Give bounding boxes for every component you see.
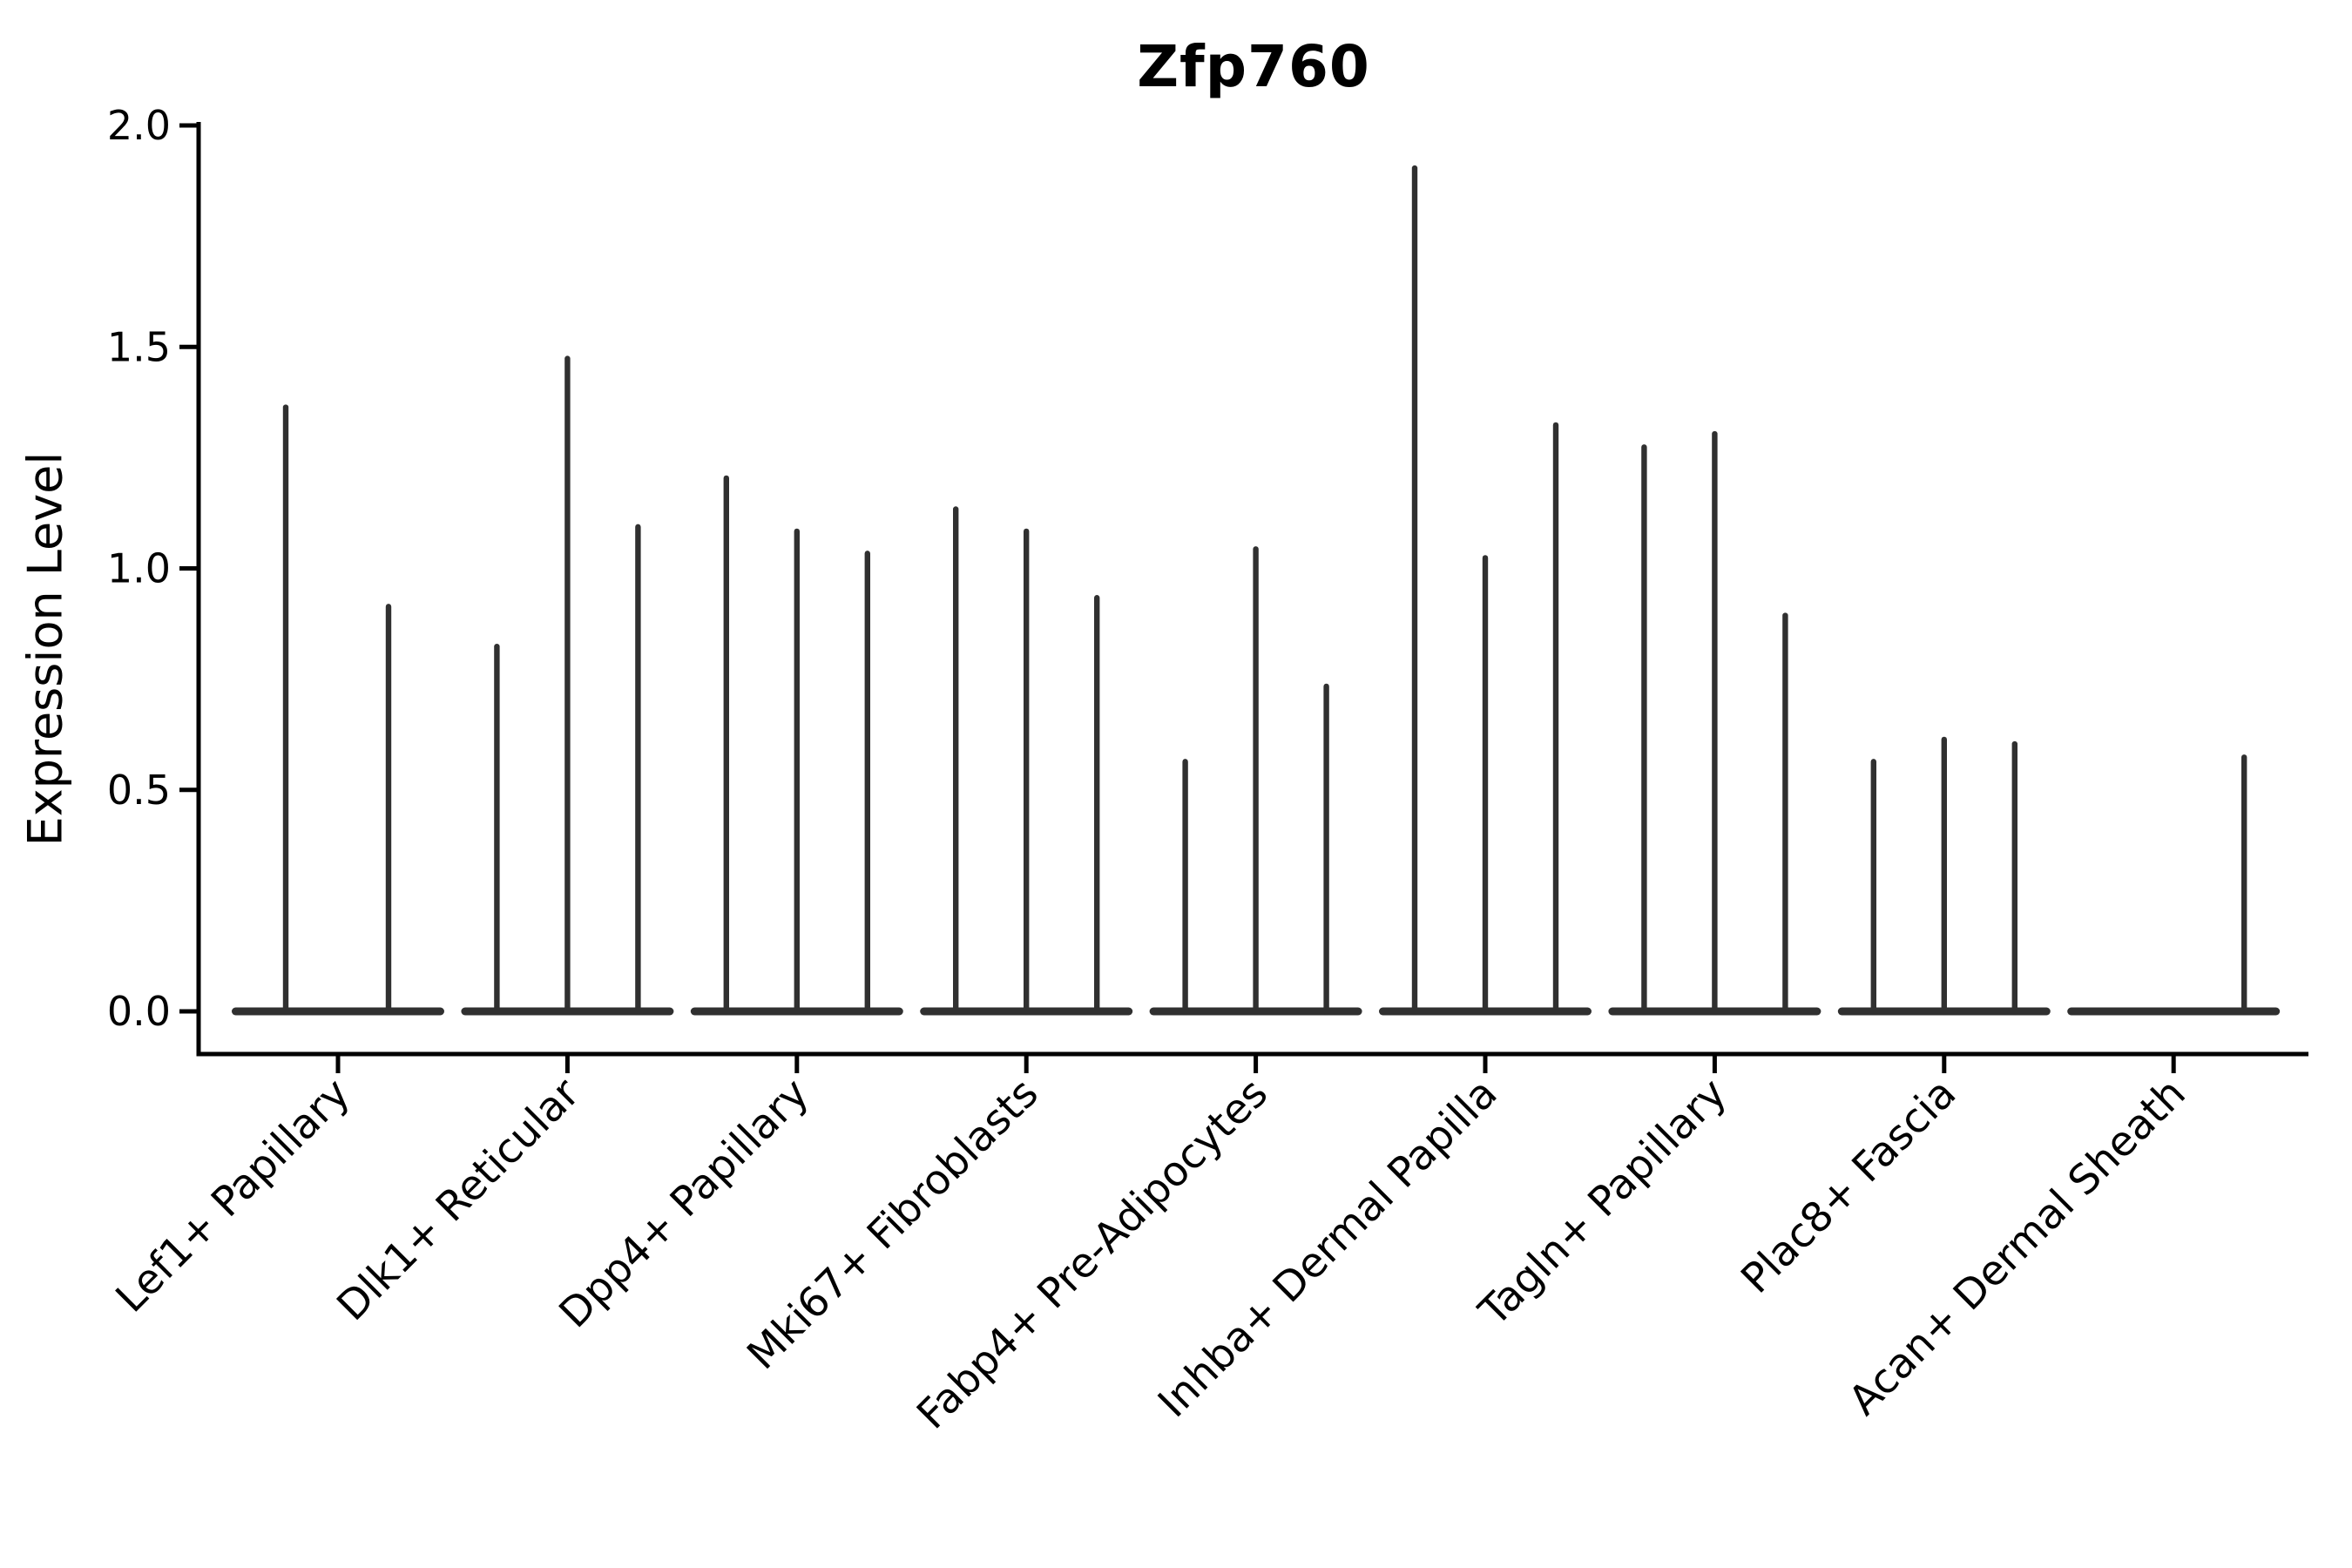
violin-spike bbox=[1552, 422, 1559, 1016]
violin-spike bbox=[2241, 754, 2247, 1016]
violin-spike bbox=[1323, 683, 1329, 1016]
violin-spike bbox=[723, 475, 729, 1016]
y-tick-label: 1.0 bbox=[107, 545, 171, 592]
violin-spike bbox=[1641, 444, 1647, 1016]
violin-spike bbox=[953, 506, 959, 1016]
violin-spike bbox=[2011, 740, 2017, 1016]
violin-spike bbox=[494, 643, 500, 1016]
violin-spike bbox=[794, 528, 800, 1016]
violin-spike bbox=[864, 551, 870, 1016]
violin-spike bbox=[1182, 759, 1188, 1016]
x-tick-label: Dpp4+ Papillary bbox=[551, 1070, 819, 1338]
violin-spike bbox=[1941, 736, 1947, 1016]
chart-title: Zfp760 bbox=[1137, 33, 1370, 100]
violin-spike bbox=[1712, 430, 1718, 1016]
y-tick-label: 0.5 bbox=[107, 767, 171, 814]
violin-spike bbox=[1253, 546, 1259, 1016]
violin-spike bbox=[282, 404, 289, 1016]
violin-spike bbox=[564, 355, 571, 1016]
violin-spike bbox=[1024, 528, 1030, 1016]
y-tick-label: 1.5 bbox=[107, 323, 171, 370]
violin-spike bbox=[1482, 555, 1489, 1016]
violin-spike bbox=[1411, 165, 1418, 1016]
violin-baseline bbox=[232, 1007, 444, 1016]
violin-spike bbox=[1782, 612, 1788, 1016]
violin-spike bbox=[1870, 759, 1876, 1016]
x-tick-label: Tagln+ Papillary bbox=[1470, 1070, 1736, 1336]
violin-spike bbox=[385, 604, 392, 1016]
x-tick-label: Plac8+ Fascia bbox=[1732, 1070, 1965, 1303]
violin-spike bbox=[635, 524, 641, 1016]
x-tick-label: Dlk1+ Reticular bbox=[328, 1069, 589, 1330]
y-tick-label: 2.0 bbox=[107, 102, 171, 149]
violin-spike bbox=[1094, 595, 1100, 1016]
y-tick-label: 0.0 bbox=[107, 988, 171, 1035]
x-tick-label: Lef1+ Papillary bbox=[107, 1070, 360, 1322]
violin-baseline bbox=[2067, 1007, 2281, 1016]
